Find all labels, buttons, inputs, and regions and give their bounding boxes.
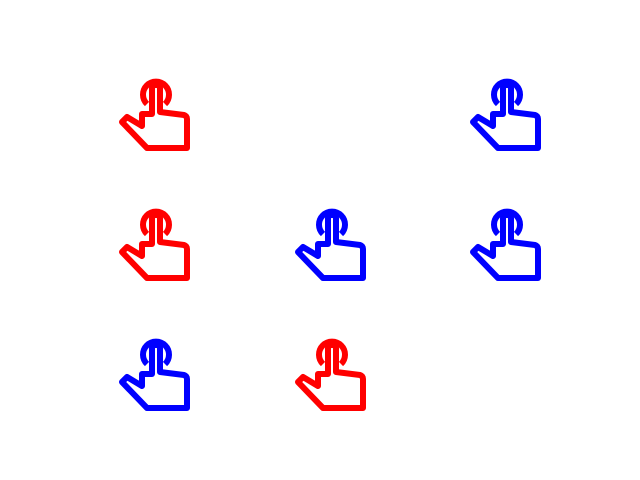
tap-hand-icon: [470, 208, 541, 281]
hand-outline: [470, 212, 541, 281]
tap-ring: [140, 338, 172, 367]
grid-cell-red-icon: [116, 200, 192, 284]
hand-outline: [119, 82, 190, 151]
grid-cell-red-icon: [116, 70, 192, 154]
tap-hand-icon: [119, 78, 190, 151]
grid-cell-blue-icon: [116, 330, 192, 414]
tap-hand-icon: [119, 208, 190, 281]
tap-ring: [140, 78, 172, 107]
grid-cell-red-icon: [292, 330, 368, 414]
hand-outline: [295, 212, 366, 281]
tap-hand-icon: [470, 78, 541, 151]
grid-cell-blue-icon: [467, 200, 543, 284]
tap-hand-icon: [119, 338, 190, 411]
hand-outline: [119, 342, 190, 411]
hand-outline: [119, 212, 190, 281]
tap-ring: [491, 208, 523, 237]
hand-outline: [470, 82, 541, 151]
tap-hand-icon: [295, 338, 366, 411]
tap-ring: [316, 338, 348, 367]
tap-ring: [140, 208, 172, 237]
grid-cell-blue-icon: [467, 70, 543, 154]
tap-ring: [316, 208, 348, 237]
hand-outline: [295, 342, 366, 411]
tap-hand-icon: [295, 208, 366, 281]
tap-ring: [491, 78, 523, 107]
grid-cell-blue-icon: [292, 200, 368, 284]
